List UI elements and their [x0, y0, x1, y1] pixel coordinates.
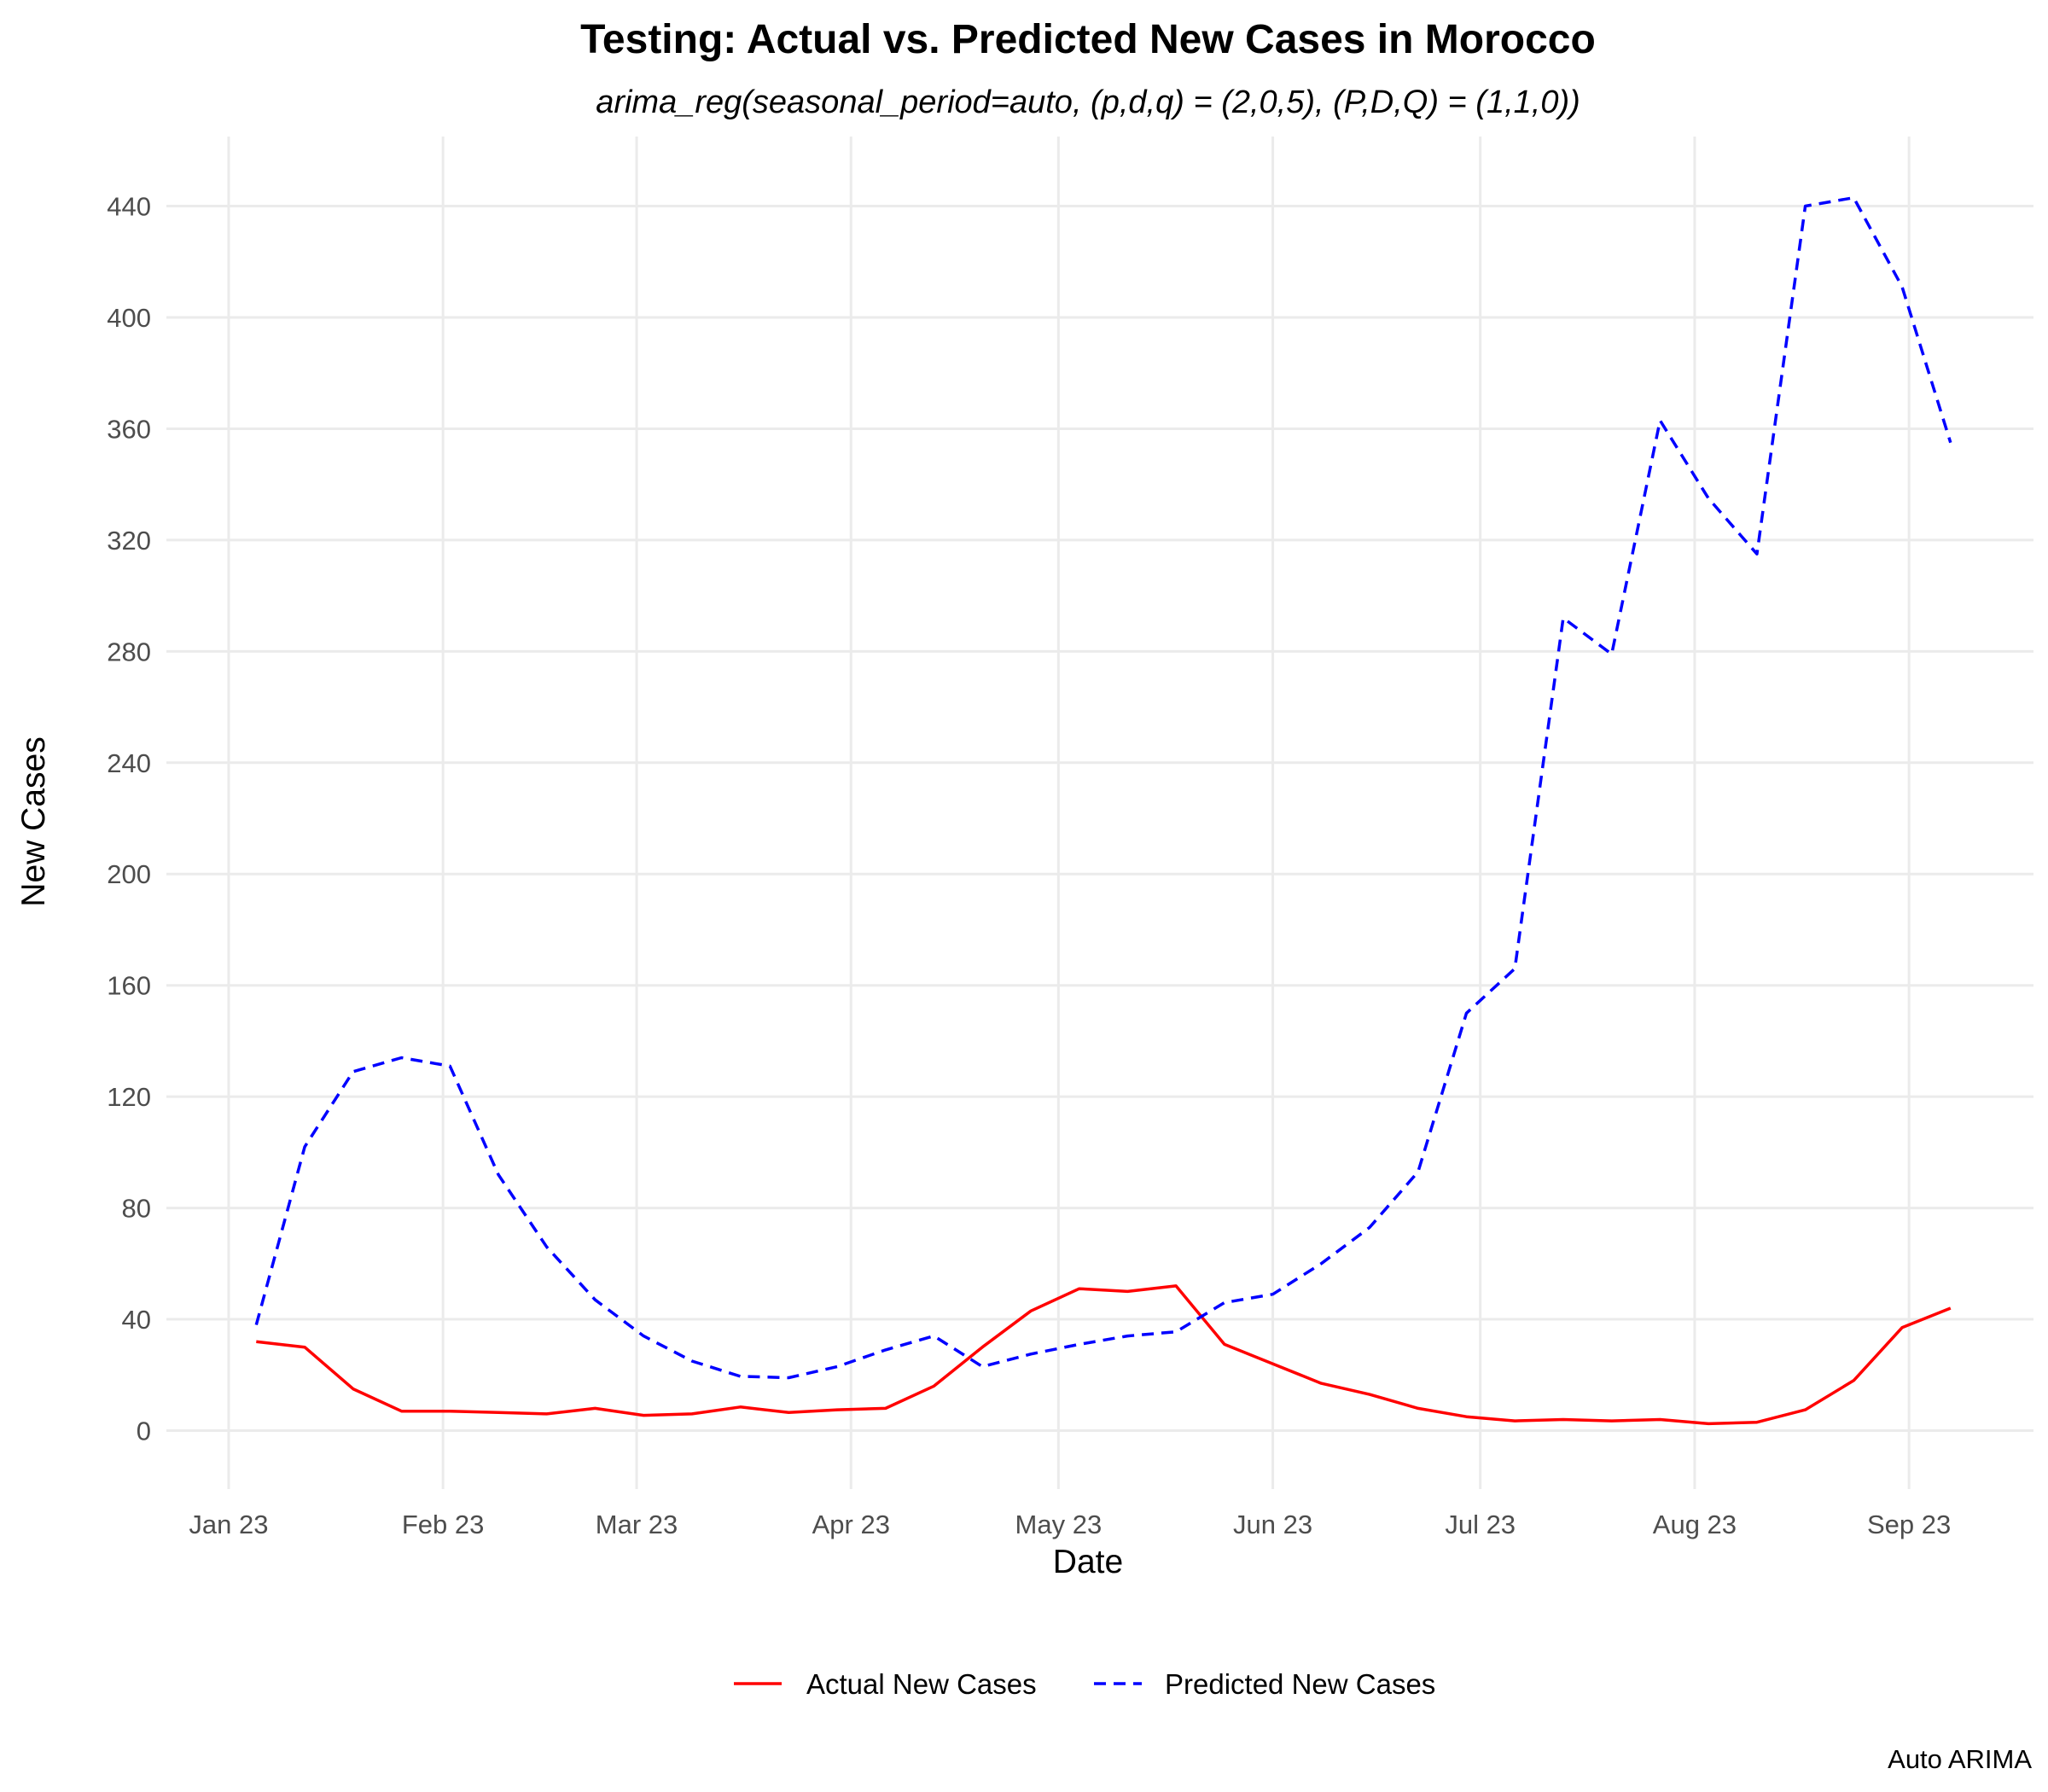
series-layer [254, 195, 1952, 1426]
x-tick-label: Jul 23 [1445, 1510, 1516, 1539]
y-tick-label: 280 [107, 637, 151, 666]
legend-label: Actual New Cases [806, 1668, 1037, 1700]
series-line-actual [256, 1284, 1952, 1426]
x-tick-label: Jun 23 [1233, 1510, 1312, 1539]
x-tick-label: Jan 23 [189, 1510, 268, 1539]
y-tick-label: 120 [107, 1082, 151, 1112]
y-tick-label: 80 [122, 1194, 151, 1224]
y-tick-label: 400 [107, 303, 151, 333]
y-tick-label: 40 [122, 1305, 151, 1335]
chart-subtitle: arima_reg(seasonal_period=auto, (p,d,q) … [596, 84, 1580, 120]
x-tick-label: Apr 23 [812, 1510, 890, 1539]
y-tick-label: 240 [107, 748, 151, 778]
x-tick-label: Feb 23 [402, 1510, 485, 1539]
legend: Actual New Cases Predicted New Cases [734, 1668, 1435, 1700]
grid-layer [166, 137, 2033, 1489]
x-tick-label: Sep 23 [1867, 1510, 1951, 1539]
y-axis-ticks: 0 40 80 120 160 200 240 280 320 360 400 440 [107, 192, 151, 1446]
x-tick-label: May 23 [1015, 1510, 1103, 1539]
y-tick-label: 360 [107, 414, 151, 444]
chart-title: Testing: Actual vs. Predicted New Cases … [580, 17, 1596, 62]
x-axis-ticks: Jan 23 Feb 23 Mar 23 Apr 23 May 23 Jun 23 Jul … [189, 1510, 1951, 1539]
legend-label: Predicted New Cases [1165, 1668, 1435, 1700]
y-axis-title: New Cases [15, 736, 52, 906]
x-axis-title: Date [1053, 1544, 1123, 1580]
y-tick-label: 160 [107, 971, 151, 1001]
y-tick-label: 200 [107, 859, 151, 889]
y-tick-label: 320 [107, 526, 151, 556]
chart-caption: Auto ARIMA [1888, 1744, 2032, 1774]
y-tick-label: 0 [137, 1417, 151, 1446]
x-tick-label: Aug 23 [1653, 1510, 1737, 1539]
y-tick-label: 440 [107, 192, 151, 222]
series-line-predicted [254, 195, 1952, 1380]
x-tick-label: Mar 23 [596, 1510, 678, 1539]
